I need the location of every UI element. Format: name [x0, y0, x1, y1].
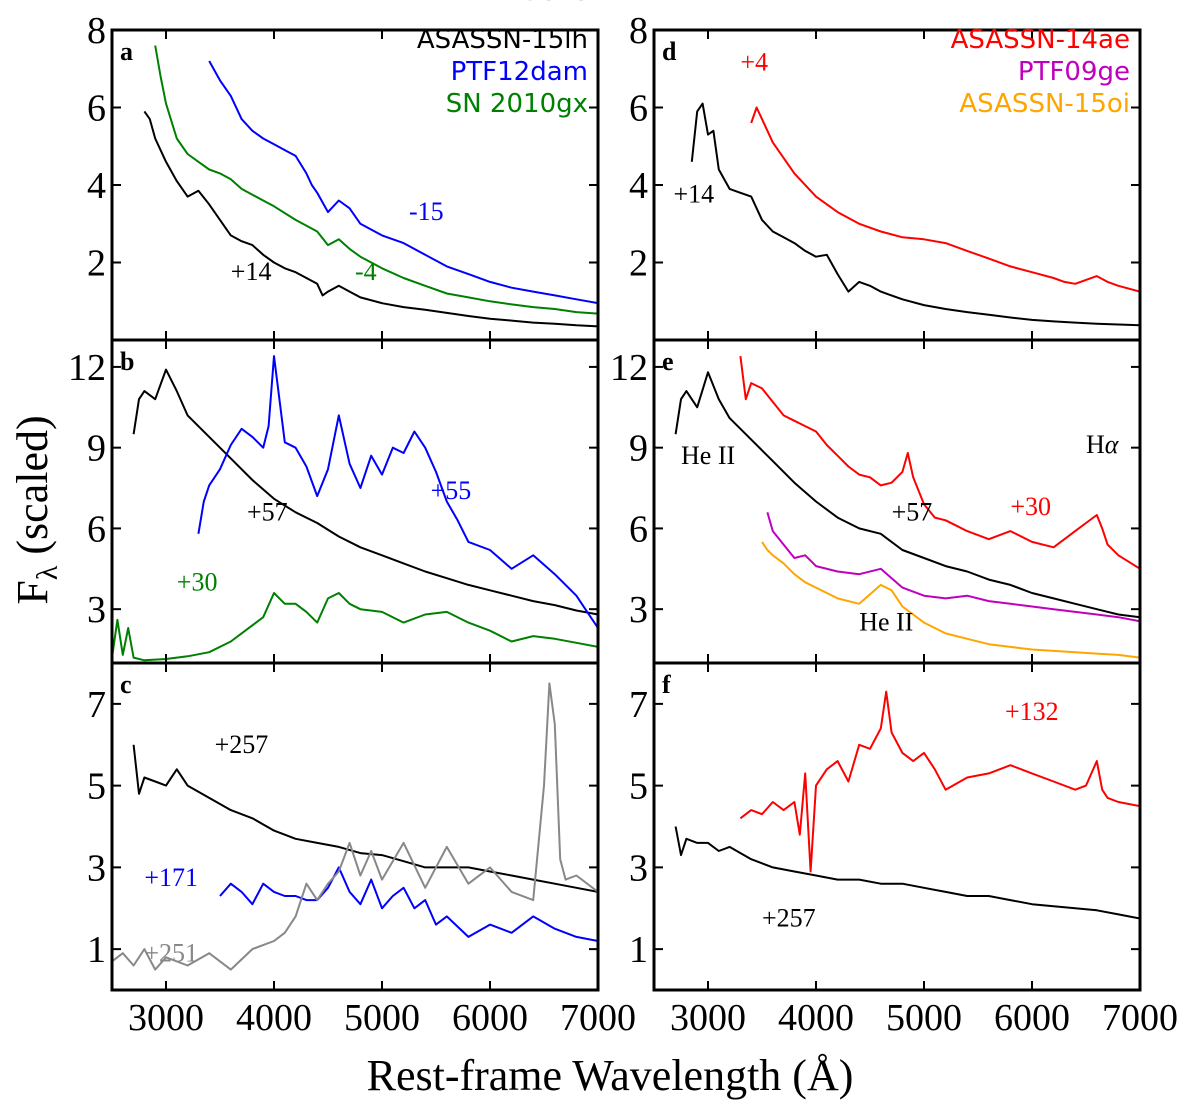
y-tick-label: 5: [87, 766, 106, 808]
y-tick-label: 3: [629, 589, 648, 631]
annotation-label: +257: [215, 730, 269, 759]
annotation-label: +14: [231, 257, 272, 286]
y-tick-label: 7: [87, 684, 106, 726]
y-tick-label: 12: [610, 347, 648, 389]
legend-entry: PTF12dam: [451, 57, 588, 87]
series-line-e-2: [766, 512, 1140, 623]
panel-e: 3 6 9 12 e He II Hα +57 +30 He II: [610, 338, 1142, 665]
series-line-b-2: [112, 592, 598, 662]
y-tick-label: 6: [87, 88, 106, 130]
series-line-b-0: [132, 368, 598, 616]
annotation-label: +4: [740, 48, 768, 77]
y-tick-label: 1: [87, 929, 106, 971]
panel-frame-b: [110, 338, 600, 665]
series-line-f-1: [739, 690, 1140, 873]
y-tick-label: 9: [629, 428, 648, 470]
annotation-label: +30: [177, 567, 218, 596]
y-tick-label: 6: [87, 508, 106, 550]
y-tick-label: 8: [629, 10, 648, 52]
annotation-label: +57: [892, 497, 933, 526]
x-tick-label: 7000: [1102, 997, 1178, 1039]
series-line-a-0: [143, 110, 598, 328]
series-line-b-1: [197, 355, 598, 629]
y-tick-label: 9: [87, 428, 106, 470]
annotation-label: Hα: [1086, 430, 1120, 459]
series-line-c-2: [112, 682, 598, 971]
y-tick-label: 3: [87, 847, 106, 889]
panel-letter: c: [120, 670, 132, 699]
legend-entry: ASASSN-15lh: [417, 25, 588, 55]
annotation-label: -15: [409, 197, 444, 226]
legend-entry: PTF09ge: [1018, 57, 1130, 87]
x-tick-label: 3000: [128, 997, 204, 1039]
y-tick-label: 4: [87, 165, 106, 207]
y-axis-title-subscript: λ: [31, 565, 64, 580]
y-tick-label: 6: [629, 508, 648, 550]
panel-frame-f: [652, 661, 1142, 992]
annotation-label: He II: [859, 608, 913, 637]
series-line-a-1: [208, 60, 598, 305]
panel-letter: a: [120, 37, 133, 66]
x-tick-label: 3000: [670, 997, 746, 1039]
series-line-e-3: [761, 541, 1140, 659]
annotation-label: +132: [1005, 697, 1059, 726]
x-tick-label: 7000: [560, 997, 636, 1039]
panel-letter: d: [662, 37, 677, 66]
annotation-label: +251: [144, 938, 198, 967]
y-tick-label: 2: [629, 243, 648, 285]
y-tick-label: 6: [629, 88, 648, 130]
y-axis-title-main: F: [8, 580, 57, 604]
series-line-d-0: [690, 102, 1140, 327]
annotation-label: +171: [144, 863, 198, 892]
legend-entry: PTF13ehe: [460, 0, 588, 7]
x-tick-label: 6000: [452, 997, 528, 1039]
panel-letter: b: [120, 347, 134, 376]
y-tick-label: 3: [629, 847, 648, 889]
series-line-e-1: [739, 355, 1140, 570]
legend-entry: SN 2010gx: [446, 89, 588, 119]
panel-c: 1 3 5 7 3000 4000 5000 6000 7000 c +257 +171 +251: [87, 661, 636, 1039]
series-line-a-2: [154, 45, 598, 315]
series-line-f-0: [674, 826, 1140, 920]
y-tick-label: 2: [87, 243, 106, 285]
annotation-label: +257: [762, 904, 816, 933]
annotation-label: +30: [1010, 492, 1051, 521]
y-tick-label: 5: [629, 766, 648, 808]
series-line-d-1: [750, 106, 1140, 293]
x-tick-label: 4000: [778, 997, 854, 1039]
y-tick-label: 7: [629, 684, 648, 726]
x-tick-label: 5000: [886, 997, 962, 1039]
annotation-label: +57: [247, 497, 288, 526]
legend-entry: ASASSN-15oi: [959, 89, 1130, 119]
x-tick-label: 5000: [344, 997, 420, 1039]
panel-frame-c: [110, 661, 600, 992]
y-tick-label: 3: [87, 589, 106, 631]
y-axis-title-tail: (scaled): [8, 415, 57, 565]
annotation-label: +14: [673, 179, 714, 208]
y-tick-label: 1: [629, 929, 648, 971]
y-tick-label: 12: [68, 347, 106, 389]
x-axis-title: Rest-frame Wavelength (Å): [367, 1051, 854, 1100]
series-line-c-0: [132, 744, 598, 893]
annotation-label: +55: [431, 476, 472, 505]
legend-entry: ASASSN-14ae: [951, 25, 1130, 55]
annotation-label: He II: [681, 441, 735, 470]
x-tick-label: 4000: [236, 997, 312, 1039]
series-line-c-1: [219, 866, 598, 942]
annotation-label: -4: [355, 257, 377, 286]
x-tick-label: 6000: [994, 997, 1070, 1039]
panel-f: 1 3 5 7 3000 4000 5000 6000 7000 f +132 +257: [629, 661, 1178, 1039]
panel-b: 3 6 9 12 b +57 +55 +30: [68, 338, 600, 665]
y-axis-title: Fλ (scaled): [8, 415, 64, 604]
y-tick-label: 8: [87, 10, 106, 52]
y-tick-label: 4: [629, 165, 648, 207]
panel-letter: e: [662, 347, 674, 376]
panel-letter: f: [662, 670, 671, 699]
series-line-e-0: [674, 371, 1140, 619]
